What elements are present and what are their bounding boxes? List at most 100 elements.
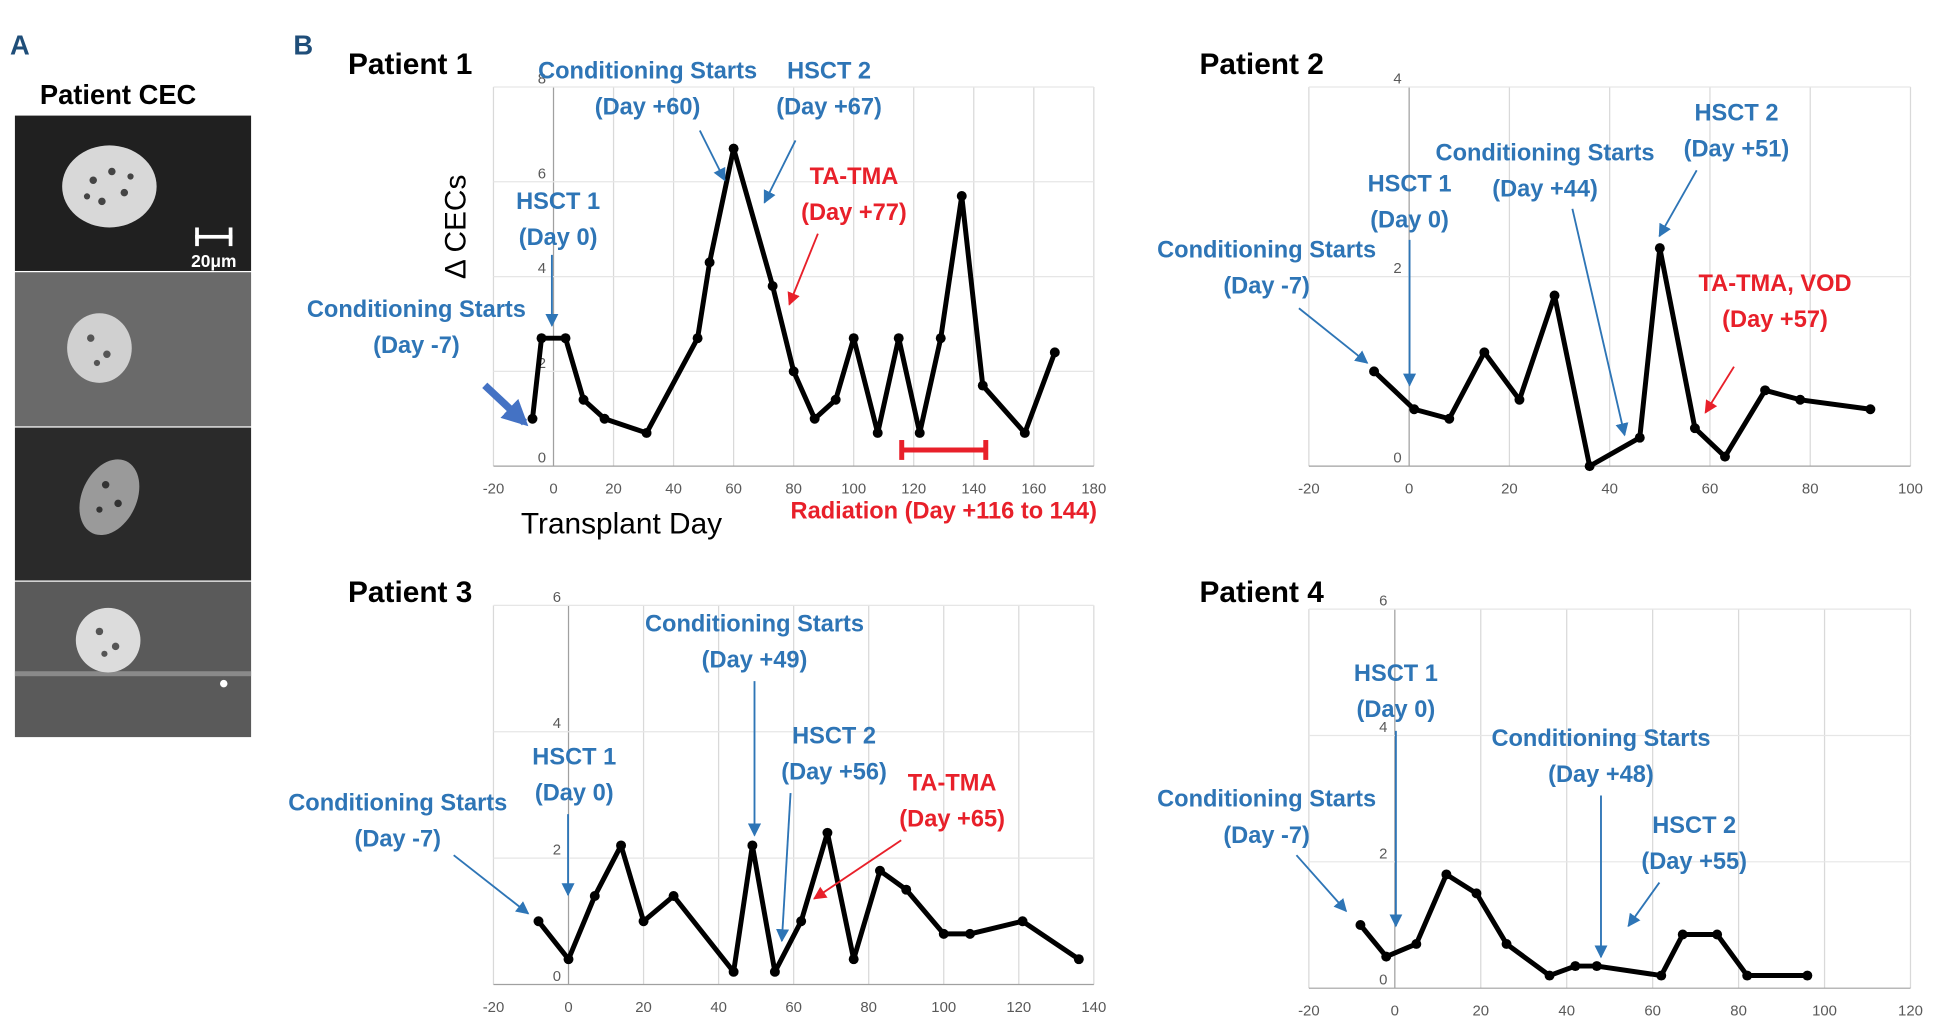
x-tick-label: 60	[1702, 482, 1719, 498]
data-point	[1073, 954, 1084, 965]
annotation: (Day +49)	[702, 648, 808, 674]
data-point	[769, 966, 780, 977]
y-tick-label: 2	[1393, 261, 1401, 277]
annotation: TA-TMA, VOD	[1699, 271, 1852, 297]
x-tick-label: 120	[1898, 1004, 1923, 1020]
x-tick-label: 140	[961, 482, 986, 498]
annotation: (Day +56)	[781, 759, 887, 785]
x-tick-label: 0	[1391, 1004, 1399, 1020]
data-point	[1444, 413, 1455, 424]
y-tick-label: 6	[1379, 594, 1387, 610]
annotation-arrow	[1704, 366, 1735, 414]
annotation: HSCT 1	[516, 189, 600, 215]
data-point	[796, 916, 807, 927]
annotation: HSCT 2	[787, 58, 871, 84]
data-point	[1049, 347, 1060, 358]
x-tick-label: -20	[483, 1000, 505, 1016]
x-tick-label: 40	[1601, 482, 1618, 498]
x-tick-label: 20	[635, 1000, 652, 1016]
annotation-arrow	[698, 130, 726, 182]
x-tick-label: -20	[1298, 482, 1320, 498]
x-tick-label: 120	[1006, 1000, 1031, 1016]
x-tick-label: 100	[841, 482, 866, 498]
annotation-arrow	[1298, 307, 1369, 364]
annotation: (Day -7)	[1223, 823, 1310, 849]
annotation: HSCT 1	[532, 744, 616, 770]
annotation-arrow	[787, 233, 819, 306]
y-tick-label: 2	[538, 356, 546, 372]
x-tick-label: 80	[785, 482, 802, 498]
annotation: Conditioning Starts	[1157, 237, 1376, 263]
chart-title: Patient 2	[1199, 48, 1323, 81]
y-tick-label: 6	[538, 166, 546, 182]
annotation: (Day -7)	[373, 333, 460, 359]
data-point	[1544, 970, 1555, 981]
x-tick-label: 60	[785, 1000, 802, 1016]
data-point	[1634, 432, 1645, 443]
annotation-arrow	[776, 792, 792, 943]
x-axis-label: Transplant Day	[521, 508, 722, 541]
data-point	[1865, 404, 1876, 415]
data-point	[692, 333, 703, 344]
data-point	[1019, 427, 1030, 438]
data-point	[1411, 938, 1422, 949]
annotation: (Day +57)	[1722, 307, 1828, 333]
annotation: (Day +65)	[899, 807, 1005, 833]
annotation: (Day +55)	[1641, 849, 1747, 875]
data-point	[1479, 347, 1490, 358]
x-tick-label: 40	[665, 482, 682, 498]
y-tick-label: 4	[538, 261, 546, 277]
annotation: Conditioning Starts	[307, 297, 526, 323]
data-point	[1501, 938, 1512, 949]
annotation: Conditioning Starts	[645, 611, 864, 637]
data-point	[668, 891, 679, 901]
chart-title: Patient 4	[1199, 576, 1324, 609]
y-tick-label: 4	[1393, 71, 1401, 87]
annotation: (Day 0)	[1357, 697, 1436, 723]
figure-body: A B Patient CEC 20μm -20 0 20 40 60 80 100 120 1…	[10, 29, 1923, 1019]
x-tick-label: 100	[1812, 1004, 1837, 1020]
y-tick-label: 4	[1379, 720, 1387, 736]
data-point	[1654, 243, 1665, 254]
x-tick-label: 80	[1802, 482, 1819, 498]
annotation: (Day +77)	[801, 200, 907, 226]
range-label: Radiation (Day +116 to 144)	[791, 498, 1097, 524]
scale-bar-label: 20μm	[191, 251, 236, 271]
data-point	[1381, 951, 1392, 962]
image-title: Patient CEC	[40, 79, 196, 110]
data-point	[589, 891, 600, 901]
data-point	[1471, 888, 1482, 899]
data-point	[1742, 970, 1753, 981]
y-tick-label: 2	[1379, 846, 1387, 862]
data-point	[560, 333, 571, 344]
data-line	[1372, 245, 1871, 469]
annotation: Conditioning Starts	[1436, 140, 1655, 166]
x-tick-label: 100	[1898, 482, 1923, 498]
data-point	[848, 954, 859, 965]
data-point	[599, 413, 610, 424]
annotation: Conditioning Starts	[1157, 787, 1376, 813]
data-point	[1802, 970, 1813, 981]
x-tick-label: 80	[1730, 1004, 1747, 1020]
data-point	[638, 916, 649, 927]
x-tick-label: 0	[564, 1000, 572, 1016]
panel-label: B	[293, 29, 313, 60]
y-tick-label: 6	[553, 590, 561, 606]
x-tick-label: 180	[1081, 482, 1106, 498]
y-tick-label: 4	[553, 716, 561, 732]
data-point	[848, 333, 859, 344]
data-point	[1795, 394, 1806, 405]
data-point	[893, 333, 904, 344]
annotation: HSCT 2	[1652, 813, 1736, 839]
annotation: Conditioning Starts	[288, 790, 507, 816]
x-tick-label: 20	[1472, 1004, 1489, 1020]
data-point	[1570, 961, 1581, 972]
annotation-arrow	[453, 854, 530, 915]
annotation: (Day 0)	[519, 225, 598, 251]
data-point	[747, 840, 758, 851]
data-point	[616, 840, 627, 851]
data-point	[728, 966, 739, 977]
annotation: (Day +44)	[1492, 176, 1598, 202]
micrographs: 20μm	[14, 115, 252, 738]
x-tick-label: 0	[1405, 482, 1413, 498]
